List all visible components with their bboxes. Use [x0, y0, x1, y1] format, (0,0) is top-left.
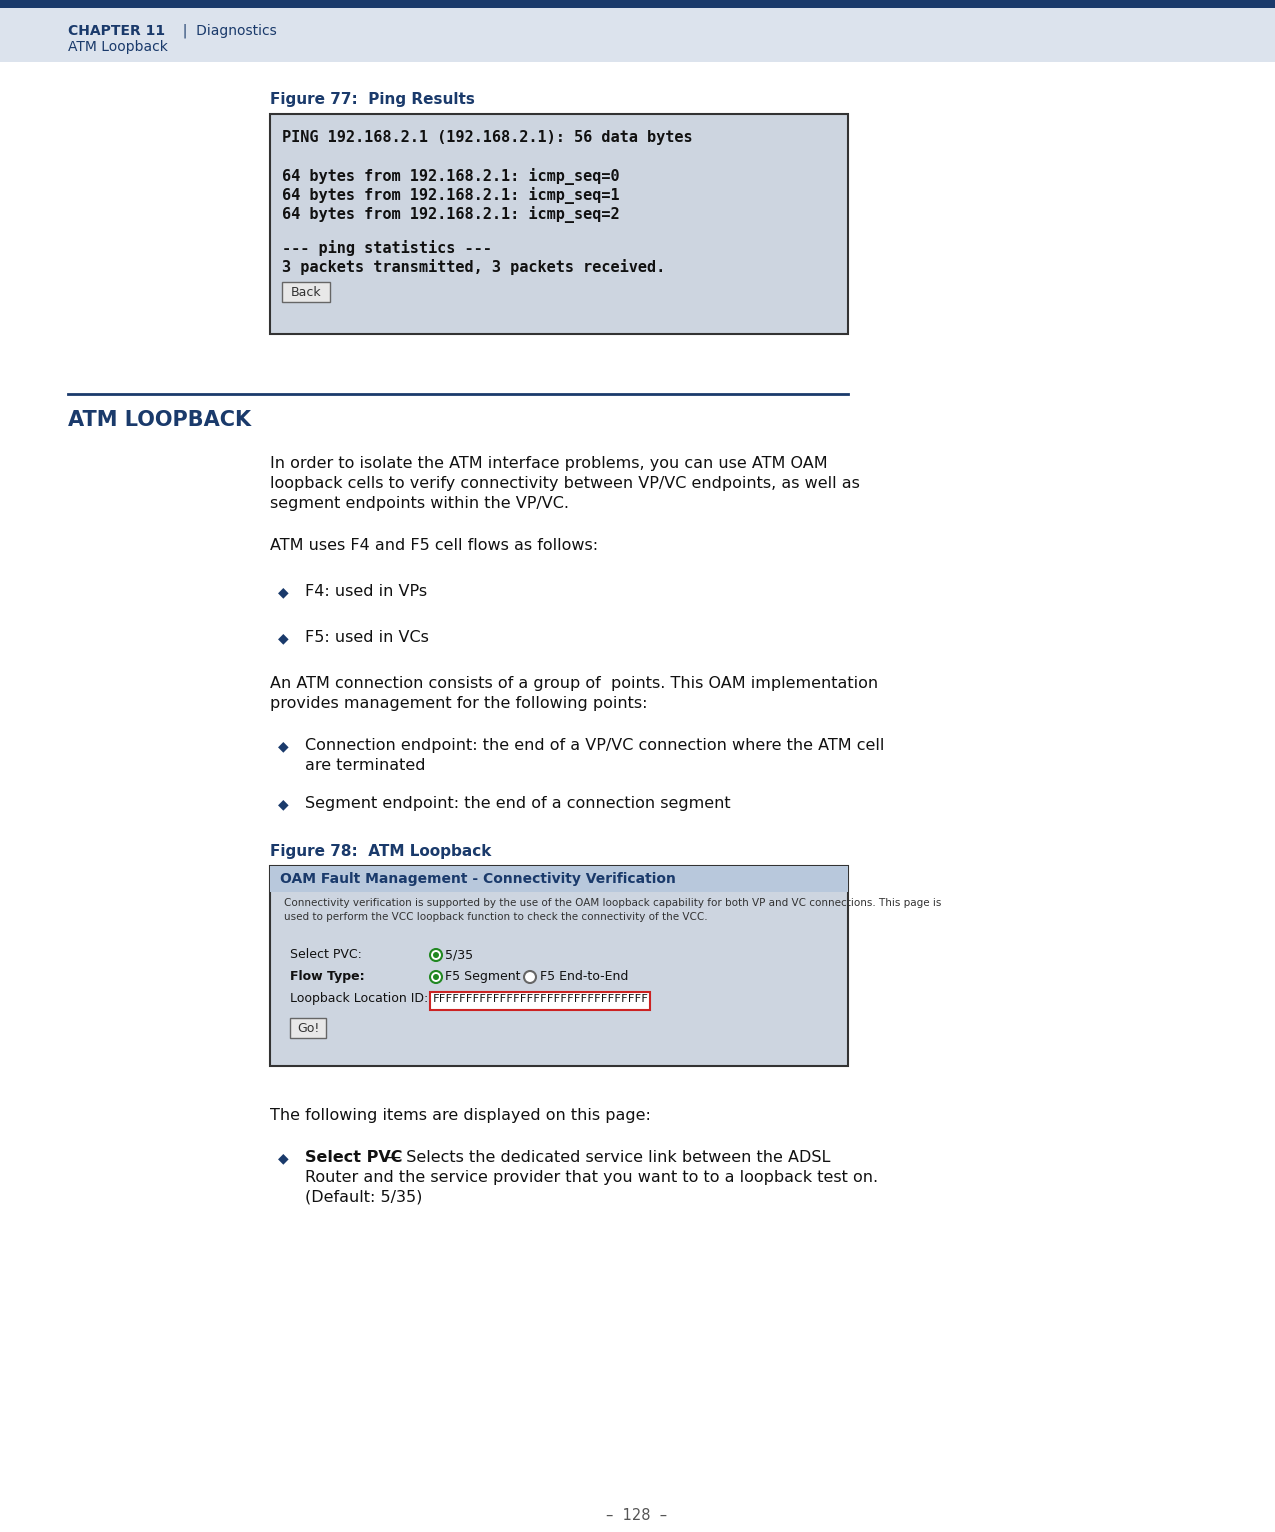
Circle shape [434, 951, 439, 958]
Text: Flow Type:: Flow Type: [289, 970, 365, 984]
Text: PING 192.168.2.1 (192.168.2.1): 56 data bytes: PING 192.168.2.1 (192.168.2.1): 56 data … [282, 130, 692, 146]
Text: F4: used in VPs: F4: used in VPs [305, 584, 427, 599]
Text: 5/35: 5/35 [445, 948, 473, 961]
Text: 64 bytes from 192.168.2.1: icmp_seq=2: 64 bytes from 192.168.2.1: icmp_seq=2 [282, 205, 620, 224]
Text: are terminated: are terminated [305, 758, 426, 774]
Text: provides management for the following points:: provides management for the following po… [270, 696, 648, 711]
Text: In order to isolate the ATM interface problems, you can use ATM OAM: In order to isolate the ATM interface pr… [270, 457, 827, 470]
Text: used to perform the VCC loopback function to check the connectivity of the VCC.: used to perform the VCC loopback functio… [284, 912, 708, 922]
Text: ◆: ◆ [278, 585, 288, 599]
Text: --- ping statistics ---: --- ping statistics --- [282, 241, 492, 256]
Text: FFFFFFFFFFFFFFFFFFFFFFFFFFFFFFFF: FFFFFFFFFFFFFFFFFFFFFFFFFFFFFFFF [434, 994, 649, 1003]
Text: Connection endpoint: the end of a VP/VC connection where the ATM cell: Connection endpoint: the end of a VP/VC … [305, 738, 885, 754]
Text: Go!: Go! [297, 1022, 319, 1034]
Text: Router and the service provider that you want to to a loopback test on.: Router and the service provider that you… [305, 1170, 878, 1184]
Text: CHAPTER 11: CHAPTER 11 [68, 25, 166, 38]
Text: OAM Fault Management - Connectivity Verification: OAM Fault Management - Connectivity Veri… [280, 872, 676, 885]
Text: ◆: ◆ [278, 797, 288, 810]
Circle shape [430, 948, 442, 961]
Text: Connectivity verification is supported by the use of the OAM loopback capability: Connectivity verification is supported b… [284, 898, 941, 908]
Text: Back: Back [291, 285, 321, 299]
Text: –  128  –: – 128 – [607, 1507, 668, 1523]
Text: An ATM connection consists of a group of  points. This OAM implementation: An ATM connection consists of a group of… [270, 676, 878, 691]
Text: F5: used in VCs: F5: used in VCs [305, 630, 428, 645]
Text: ◆: ◆ [278, 738, 288, 754]
Text: The following items are displayed on this page:: The following items are displayed on thi… [270, 1108, 650, 1123]
Text: Select PVC: Select PVC [305, 1151, 403, 1164]
Text: ATM Loopback: ATM Loopback [68, 40, 168, 54]
Bar [270, 866, 848, 1066]
Text: segment endpoints within the VP/VC.: segment endpoints within the VP/VC. [270, 496, 569, 512]
Text: 3 packets transmitted, 3 packets received.: 3 packets transmitted, 3 packets receive… [282, 259, 666, 276]
Bar [430, 993, 650, 1010]
Text: 64 bytes from 192.168.2.1: icmp_seq=1: 64 bytes from 192.168.2.1: icmp_seq=1 [282, 187, 620, 204]
Text: 64 bytes from 192.168.2.1: icmp_seq=0: 64 bytes from 192.168.2.1: icmp_seq=0 [282, 169, 620, 185]
Circle shape [434, 974, 439, 980]
Text: Loopback Location ID:: Loopback Location ID: [289, 993, 428, 1005]
Text: loopback cells to verify connectivity between VP/VC endpoints, as well as: loopback cells to verify connectivity be… [270, 476, 859, 490]
Bar [270, 866, 848, 892]
Text: — Selects the dedicated service link between the ADSL: — Selects the dedicated service link bet… [380, 1151, 830, 1164]
Text: F5 End-to-End: F5 End-to-End [541, 970, 629, 984]
Bar [0, 0, 1275, 61]
Text: ◆: ◆ [278, 1151, 288, 1164]
Text: Figure 78:  ATM Loopback: Figure 78: ATM Loopback [270, 844, 491, 859]
Text: F5 Segment: F5 Segment [445, 970, 520, 984]
Bar [0, 0, 1275, 8]
Text: ATM LOOPBACK: ATM LOOPBACK [68, 411, 251, 430]
Text: ◆: ◆ [278, 631, 288, 645]
Circle shape [430, 971, 442, 984]
Text: ATM uses F4 and F5 cell flows as follows:: ATM uses F4 and F5 cell flows as follows… [270, 538, 598, 553]
Bar [270, 113, 848, 334]
Text: Select PVC:: Select PVC: [289, 948, 362, 961]
Text: (Default: 5/35): (Default: 5/35) [305, 1190, 422, 1206]
Text: Figure 77:  Ping Results: Figure 77: Ping Results [270, 92, 474, 107]
Text: Segment endpoint: the end of a connection segment: Segment endpoint: the end of a connectio… [305, 797, 731, 810]
Circle shape [524, 971, 536, 984]
Bar [289, 1017, 326, 1039]
Bar [282, 282, 330, 302]
Text: |  Diagnostics: | Diagnostics [173, 25, 277, 38]
